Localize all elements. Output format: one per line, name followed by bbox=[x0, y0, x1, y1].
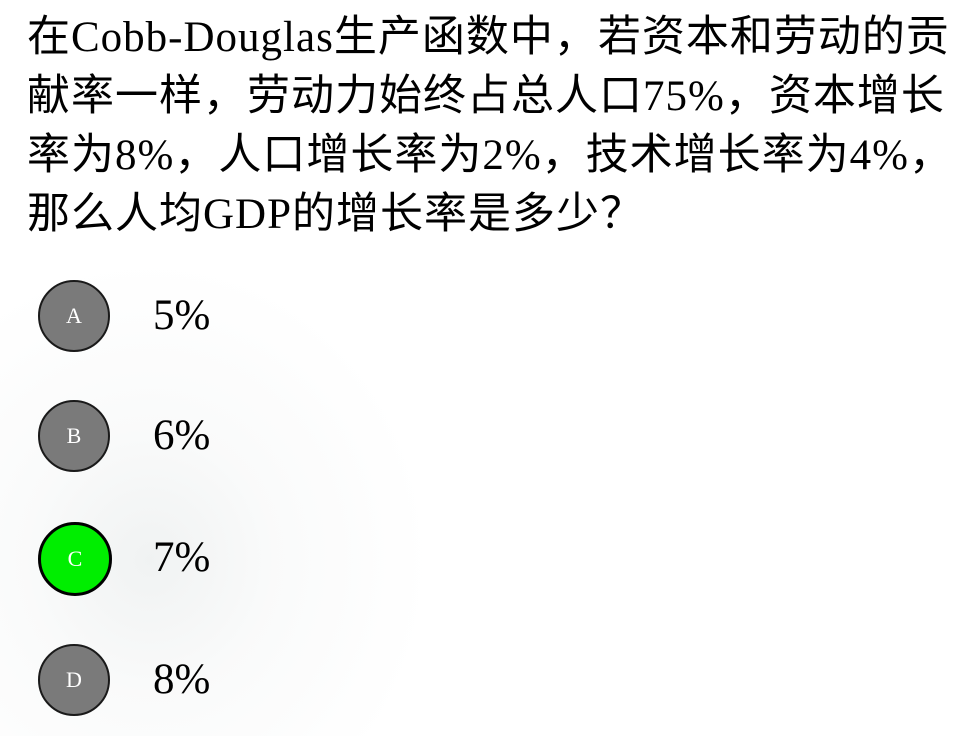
option-a-letter-badge: A bbox=[38, 280, 110, 352]
option-a[interactable]: A 5% bbox=[38, 278, 638, 352]
option-b-label: 6% bbox=[153, 412, 211, 459]
question-text: 在Cobb-Douglas生产函数中，若资本和劳动的贡献率一样，劳动力始终占总人… bbox=[27, 14, 953, 238]
option-c-letter-badge: C bbox=[38, 522, 112, 596]
option-c[interactable]: C 7% bbox=[38, 520, 638, 596]
option-b[interactable]: B 6% bbox=[38, 398, 638, 472]
option-a-label: 5% bbox=[153, 292, 211, 339]
option-d-letter-badge: D bbox=[38, 644, 110, 716]
option-b-letter-badge: B bbox=[38, 400, 110, 472]
option-d-label: 8% bbox=[153, 656, 211, 703]
option-c-label: 7% bbox=[153, 534, 211, 581]
option-d[interactable]: D 8% bbox=[38, 642, 638, 716]
